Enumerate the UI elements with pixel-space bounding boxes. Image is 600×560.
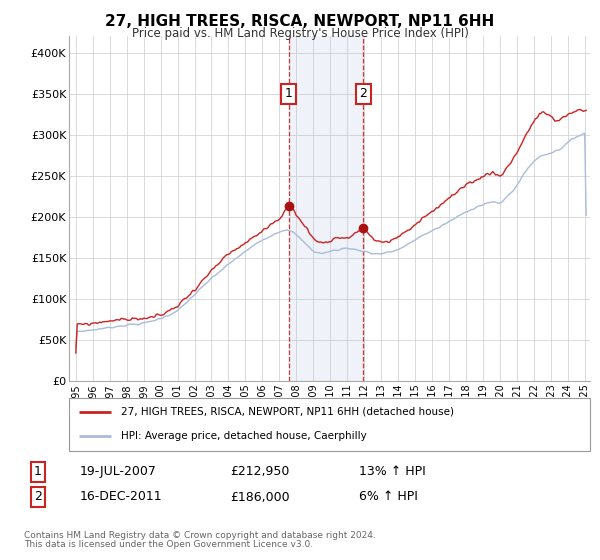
Text: £212,950: £212,950 — [230, 465, 290, 478]
Text: Contains HM Land Registry data © Crown copyright and database right 2024.: Contains HM Land Registry data © Crown c… — [24, 531, 376, 540]
Text: Price paid vs. HM Land Registry's House Price Index (HPI): Price paid vs. HM Land Registry's House … — [131, 27, 469, 40]
Text: 2: 2 — [359, 87, 367, 100]
Text: 2: 2 — [34, 491, 42, 503]
Bar — [289, 36, 364, 381]
Text: 1: 1 — [284, 87, 292, 100]
Text: 27, HIGH TREES, RISCA, NEWPORT, NP11 6HH: 27, HIGH TREES, RISCA, NEWPORT, NP11 6HH — [106, 14, 494, 29]
Text: 6% ↑ HPI: 6% ↑ HPI — [359, 491, 418, 503]
Text: 27, HIGH TREES, RISCA, NEWPORT, NP11 6HH (detached house): 27, HIGH TREES, RISCA, NEWPORT, NP11 6HH… — [121, 407, 454, 417]
Text: 16-DEC-2011: 16-DEC-2011 — [80, 491, 163, 503]
FancyBboxPatch shape — [69, 398, 590, 451]
Text: 1: 1 — [34, 465, 42, 478]
Text: 19-JUL-2007: 19-JUL-2007 — [80, 465, 157, 478]
Text: £186,000: £186,000 — [230, 491, 290, 503]
Text: HPI: Average price, detached house, Caerphilly: HPI: Average price, detached house, Caer… — [121, 431, 367, 441]
Text: This data is licensed under the Open Government Licence v3.0.: This data is licensed under the Open Gov… — [24, 540, 313, 549]
Text: 13% ↑ HPI: 13% ↑ HPI — [359, 465, 425, 478]
